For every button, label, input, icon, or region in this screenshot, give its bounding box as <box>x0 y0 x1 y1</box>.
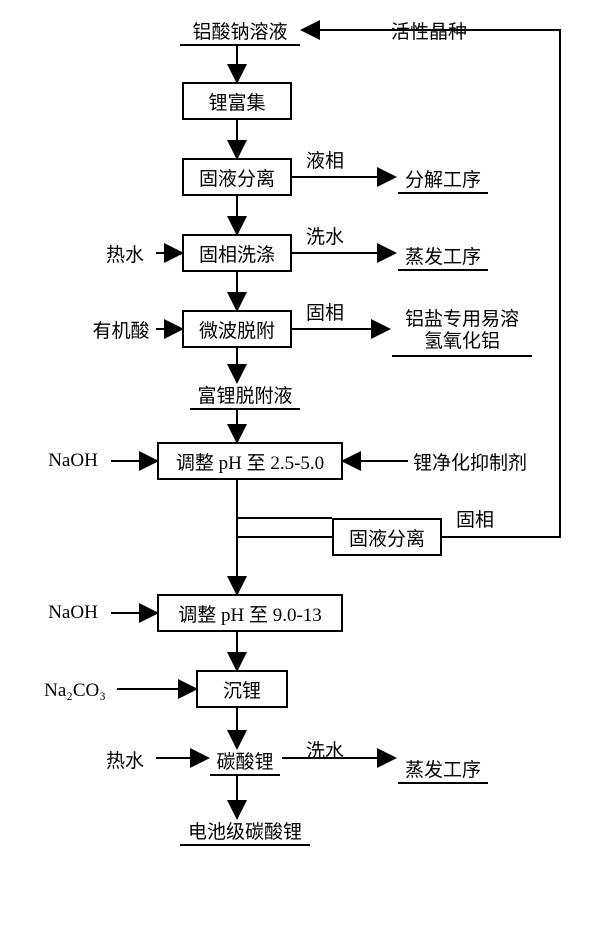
process-node-label: 微波脱附 <box>199 316 275 343</box>
flow-label-l_hot2: 热水 <box>100 748 150 770</box>
flow-label-l_batt: 电池级碳酸锂 <box>180 818 310 846</box>
process-node-label: 固液分离 <box>199 164 275 191</box>
flow-label-text: 锂净化抑制剂 <box>413 448 527 475</box>
process-node-n_ph1: 调整 pH 至 2.5-5.0 <box>157 442 343 480</box>
flow-label-l_hot1: 热水 <box>100 242 150 264</box>
flow-label-l_solid2: 固相 <box>450 507 500 529</box>
flow-label-l_solid1: 固相 <box>300 300 350 322</box>
process-node-label: 锂富集 <box>208 88 265 115</box>
process-node-label: 固液分离 <box>349 524 425 551</box>
flow-label-l_wash1: 洗水 <box>300 224 350 246</box>
flow-label-text: NaOH <box>48 450 98 472</box>
process-node-n_ph2: 调整 pH 至 9.0-13 <box>157 594 343 632</box>
flow-label-l_alsalt: 铝盐专用易溶氢氧化铝 <box>392 309 532 357</box>
flow-label-text: 活性晶种 <box>391 17 467 44</box>
flow-label-text: 热水 <box>106 240 144 267</box>
flow-label-text: 分解工序 <box>405 165 481 192</box>
process-node-n_desorb: 微波脱附 <box>182 310 292 348</box>
flow-label-l_wash2: 洗水 <box>300 738 350 760</box>
flow-label-text: 电池级碳酸锂 <box>188 817 302 844</box>
process-node-n_li_enrich: 锂富集 <box>182 82 292 120</box>
flow-label-text: 有机酸 <box>92 316 149 343</box>
flow-label-text: 铝酸钠溶液 <box>192 17 287 44</box>
flow-label-text: 铝盐专用易溶 <box>405 309 519 331</box>
flow-label-l_dec: 分解工序 <box>398 166 488 194</box>
flow-edge-e13 <box>237 480 332 518</box>
flow-label-text: 碳酸锂 <box>216 747 273 774</box>
flow-label-l_li2co3: 碳酸锂 <box>210 748 280 776</box>
flow-label-l_seed: 活性晶种 <box>384 18 474 42</box>
process-node-n_sep1: 固液分离 <box>182 158 292 196</box>
process-node-label: 沉锂 <box>223 676 261 703</box>
flow-label-l_naalo: 铝酸钠溶液 <box>180 18 300 46</box>
process-node-n_wash: 固相洗涤 <box>182 234 292 272</box>
flow-label-l_evap1: 蒸发工序 <box>398 243 488 271</box>
flow-label-l_rich: 富锂脱附液 <box>190 382 300 410</box>
flow-label-l_org: 有机酸 <box>86 318 156 340</box>
flow-label-text: 洗水 <box>306 736 344 763</box>
flow-label-text: 固相 <box>456 505 494 532</box>
flow-label-l_inhib: 锂净化抑制剂 <box>410 450 530 472</box>
flow-label-text: 富锂脱附液 <box>197 381 292 408</box>
flow-label-text: 蒸发工序 <box>405 242 481 269</box>
flow-label-l_evap2: 蒸发工序 <box>398 756 488 784</box>
flow-label-text: Na₂CO₃ <box>44 680 106 702</box>
flow-label-text: 蒸发工序 <box>405 755 481 782</box>
flow-label-l_liq: 液相 <box>300 148 350 170</box>
process-node-label: 调整 pH 至 2.5-5.0 <box>176 448 324 475</box>
flow-label-l_na2co3: Na₂CO₃ <box>40 680 110 702</box>
flow-label-text: 氢氧化铝 <box>424 331 500 353</box>
flow-label-text: 洗水 <box>306 222 344 249</box>
flow-label-l_naoh1: NaOH <box>43 450 103 472</box>
process-node-label: 固相洗涤 <box>199 240 275 267</box>
flow-label-text: 热水 <box>106 746 144 773</box>
flow-label-l_naoh2: NaOH <box>43 602 103 624</box>
flow-label-text: 液相 <box>306 146 344 173</box>
process-node-n_precip: 沉锂 <box>196 670 288 708</box>
process-node-label: 调整 pH 至 9.0-13 <box>178 600 322 627</box>
process-node-n_sep2: 固液分离 <box>332 518 442 556</box>
flow-label-text: NaOH <box>48 602 98 624</box>
flow-label-text: 固相 <box>306 298 344 325</box>
